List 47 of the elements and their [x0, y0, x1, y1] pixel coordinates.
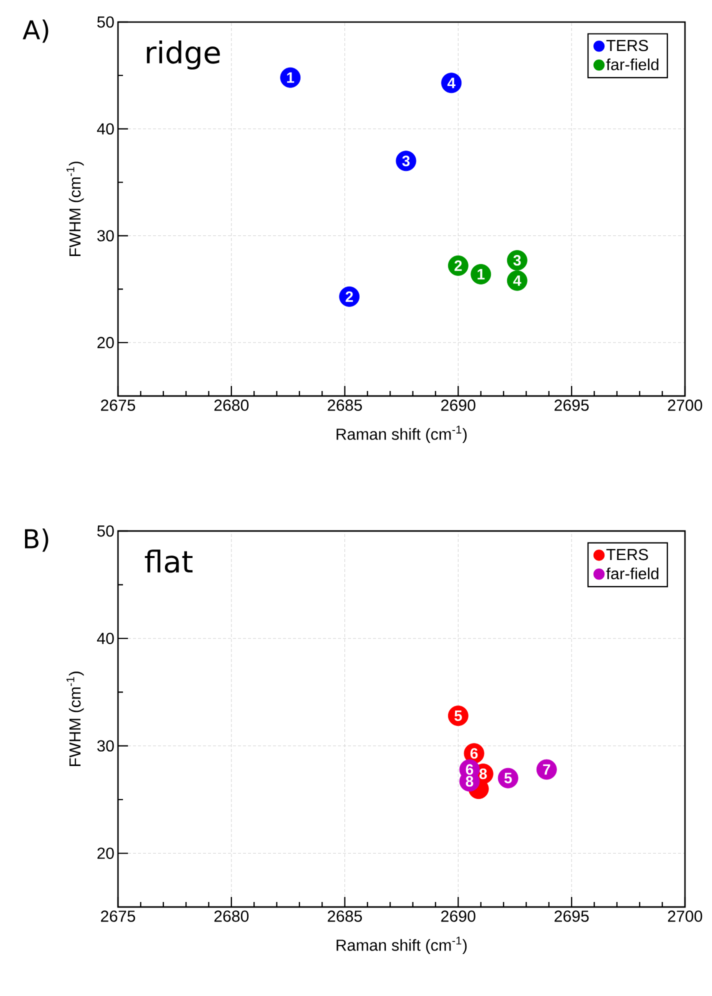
- x-tick-label: 2675: [101, 400, 136, 411]
- legend-label: far-field: [606, 58, 658, 70]
- y-tick-label: 40: [97, 123, 114, 135]
- x-tick-label: 2690: [441, 400, 476, 411]
- y-tick-label: 20: [97, 848, 114, 859]
- x-tick-label: 2680: [214, 400, 249, 411]
- annotation: flat: [144, 550, 193, 573]
- annotation: 7: [543, 764, 550, 775]
- legend-label: far-field: [606, 568, 658, 580]
- y-tick-label: 50: [97, 525, 114, 537]
- x-tick-label: 2695: [554, 910, 589, 922]
- y-axis-title: FWHM (cm$^{-1}$): [66, 672, 84, 766]
- y-tick-label: 50: [97, 16, 114, 28]
- annotation: 4: [447, 78, 456, 88]
- x-tick-label: 2680: [214, 910, 249, 922]
- y-tick-label: 20: [97, 336, 114, 348]
- x-axis-title: Raman shift (cm$^{-1}$): [336, 936, 467, 954]
- annotation: 5: [504, 772, 512, 784]
- annotation: ridge: [146, 40, 220, 70]
- x-tick-label: 2685: [328, 400, 362, 411]
- annotation: 5: [454, 710, 462, 722]
- y-axis-title: FWHM (cm$^{-1}$): [66, 162, 84, 256]
- x-tick-label: 2690: [441, 910, 476, 922]
- x-tick-label: 2700: [668, 400, 702, 411]
- x-axis-title: Raman shift (cm$^{-1}$): [336, 426, 467, 444]
- y-tick-label: 40: [97, 632, 114, 644]
- annotation: 3: [402, 156, 410, 166]
- annotation: 2: [346, 291, 353, 302]
- annotation: 2: [454, 260, 462, 271]
- chart-title: A): [22, 20, 48, 43]
- x-tick-label: 2675: [101, 910, 136, 922]
- annotation: 1: [287, 72, 294, 83]
- annotation: 8: [466, 776, 474, 787]
- annotation: 6: [470, 748, 478, 759]
- annotation: 8: [479, 768, 487, 780]
- x-tick-label: 2695: [554, 400, 589, 411]
- annotation: 6: [466, 764, 474, 775]
- y-tick-label: 30: [97, 230, 114, 242]
- annotation: 4: [513, 275, 522, 286]
- legend-label: TERS: [606, 548, 648, 560]
- chart-title: B): [25, 528, 48, 552]
- annotation: 3: [513, 254, 521, 266]
- y-tick-label: 30: [97, 740, 114, 752]
- legend-label: TERS: [606, 40, 648, 52]
- x-tick-label: 2700: [668, 910, 702, 922]
- annotation: 1: [478, 269, 485, 280]
- x-tick-label: 2685: [328, 910, 362, 922]
